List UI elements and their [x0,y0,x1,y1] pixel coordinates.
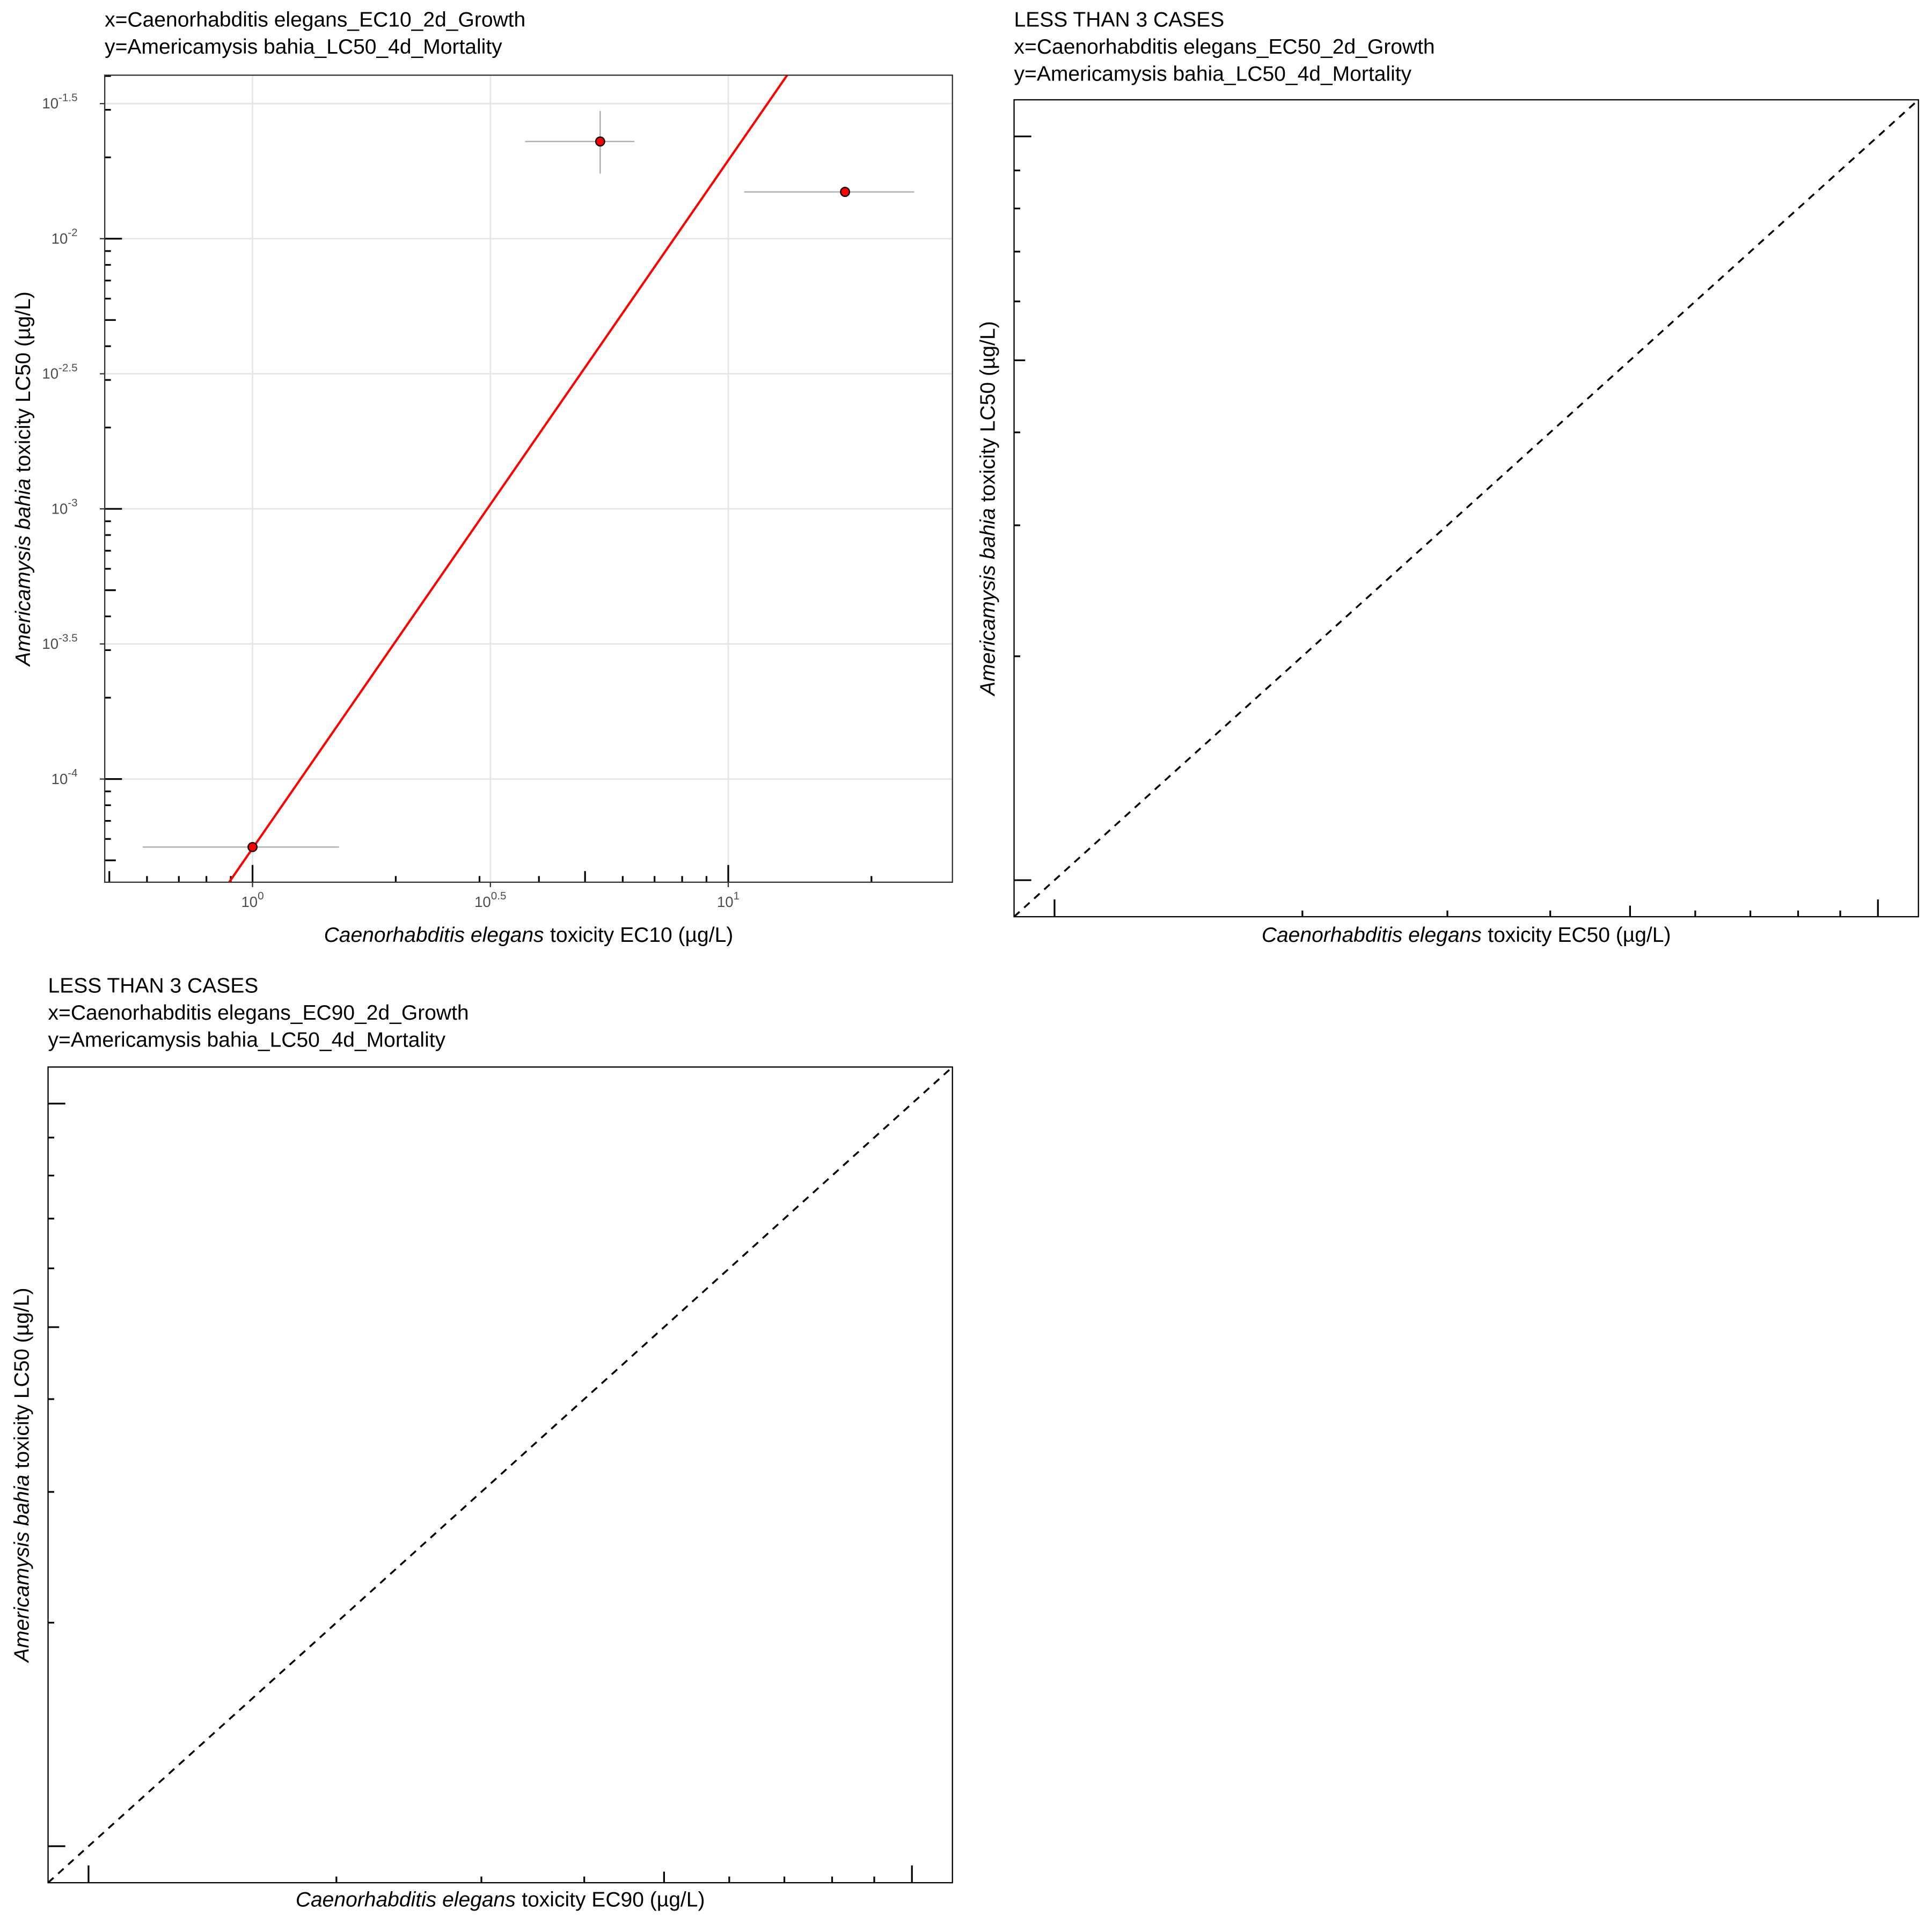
tick-label: 10-3 [52,497,78,517]
panel-border [47,1066,953,1884]
chart-title: y=Americamysis bahia_LC50_4d_Mortality [105,35,502,58]
x-axis-title: Caenorhabditis elegans toxicity EC10 (µg/… [324,924,734,947]
y-axis-title-species: Americamysis bahia [977,508,1000,697]
tick-label: 10-2 [52,226,78,247]
x-axis-title-species: Caenorhabditis elegans [296,1889,516,1912]
y-axis-title-species: Americamysis bahia [12,479,35,667]
x-axis-title-text: toxicity EC90 (µg/L) [522,1889,705,1912]
y-axis-title-text: toxicity LC50 (µg/L) [12,291,35,472]
x-axis-title: Caenorhabditis elegans toxicity EC90 (µg/… [296,1889,705,1912]
point [595,136,605,147]
chart-title: x=Caenorhabditis elegans_EC90_2d_Growth [48,1001,469,1024]
chart-title: x=Caenorhabditis elegans_EC50_2d_Growth [1014,35,1435,58]
chart-title: y=Americamysis bahia_LC50_4d_Mortality [1014,62,1412,85]
panel-border [1013,99,1919,918]
x-axis-title-species: Caenorhabditis elegans [324,924,544,947]
y-axis-title: Americamysis bahia toxicity LC50 (µg/L) [977,321,1000,696]
tick-label: 10-1.5 [42,91,77,112]
panel-border [104,74,953,883]
chart-title: x=Caenorhabditis elegans_EC10_2d_Growth [105,8,525,31]
y-axis-title: Americamysis bahia toxicity LC50 (µg/L) [12,291,35,667]
tick-label: 100.5 [474,890,506,910]
x-axis-title-text: toxicity EC10 (µg/L) [550,924,733,947]
y-axis-title-species: Americamysis bahia [11,1475,34,1663]
x-axis-title-text: toxicity EC50 (µg/L) [1488,924,1671,947]
tick-label: 101 [717,890,740,910]
tick-label: 10-4 [52,767,78,787]
fit-line [228,75,788,882]
y-axis-title-text: toxicity LC50 (µg/L) [11,1287,34,1468]
x-axis-title: Caenorhabditis elegans toxicity EC50 (µg/… [1262,924,1671,947]
tick-label: 100 [241,890,264,910]
x-axis-title-species: Caenorhabditis elegans [1262,924,1482,947]
chart-title: y=Americamysis bahia_LC50_4d_Mortality [48,1028,446,1051]
chart-title: LESS THAN 3 CASES [48,974,259,997]
y-axis-title: Americamysis bahia toxicity LC50 (µg/L) [11,1287,34,1663]
tick-label: 10-3.5 [42,632,77,652]
tick-label: 10-2.5 [42,362,77,382]
chart-title: LESS THAN 3 CASES [1014,8,1225,31]
point [247,841,258,852]
y-axis-title-text: toxicity LC50 (µg/L) [977,321,1000,502]
point [840,187,851,197]
